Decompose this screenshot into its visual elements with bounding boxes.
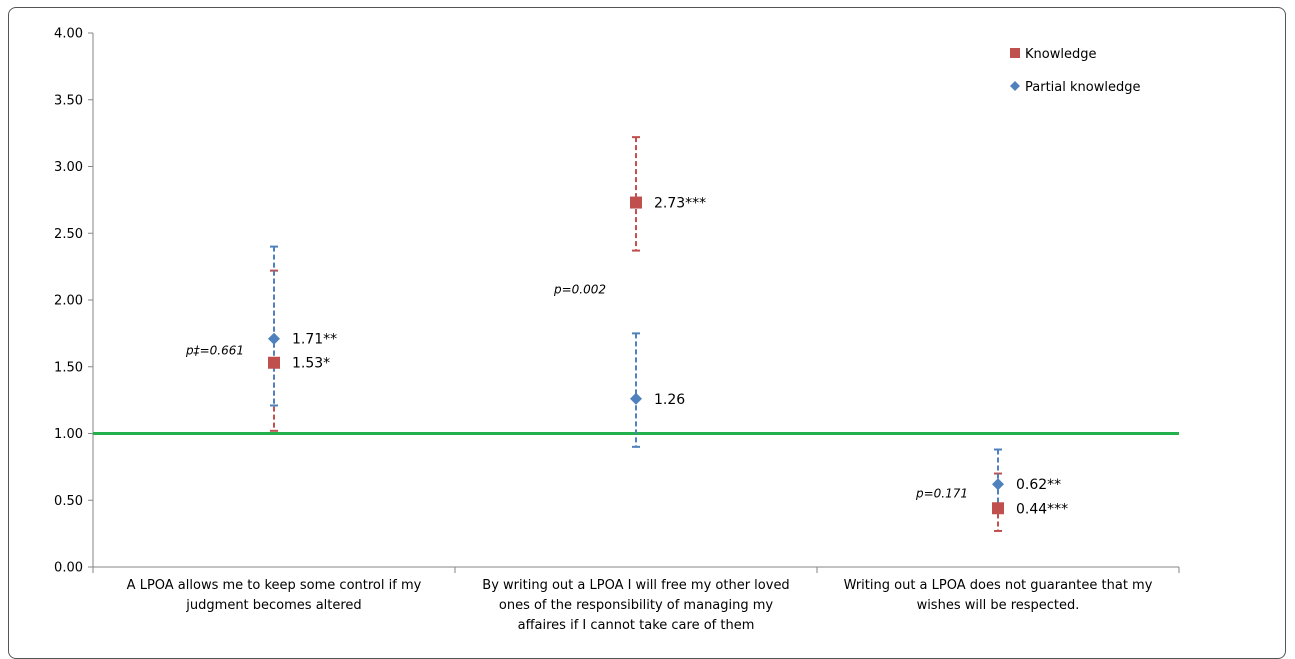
knowledge-marker xyxy=(268,356,280,369)
p-value-annotation: p=0.002 xyxy=(553,282,606,296)
x-category-label: affaires if I cannot take care of them xyxy=(518,618,755,633)
y-tick-label: 4.00 xyxy=(54,27,83,42)
y-tick-label: 2.50 xyxy=(54,227,83,242)
knowledge-marker xyxy=(630,196,642,209)
legend-partial-knowledge-marker xyxy=(1010,81,1020,91)
data-label: 1.71** xyxy=(292,332,337,348)
data-label: 0.44*** xyxy=(1016,501,1068,517)
x-category-label: wishes will be respected. xyxy=(917,598,1080,613)
y-tick-label: 2.00 xyxy=(54,294,83,309)
legend-knowledge-marker xyxy=(1010,48,1020,58)
legend-label: Partial knowledge xyxy=(1025,80,1140,95)
y-tick-label: 3.50 xyxy=(54,93,83,108)
p-value-annotation: p‡=0.661 xyxy=(185,344,244,358)
x-category-label: Writing out a LPOA does not guarantee th… xyxy=(844,578,1153,593)
y-tick-label: 0.00 xyxy=(54,561,83,576)
data-label: 2.73*** xyxy=(654,196,706,212)
data-label: 1.53* xyxy=(292,356,330,372)
partial-knowledge-marker xyxy=(992,478,1004,491)
x-category-label: By writing out a LPOA I will free my oth… xyxy=(482,578,789,593)
y-tick-label: 0.50 xyxy=(54,494,83,509)
partial-knowledge-marker xyxy=(630,392,642,405)
legend-label: Knowledge xyxy=(1025,47,1096,62)
y-tick-label: 1.00 xyxy=(54,427,83,442)
data-label: 0.62** xyxy=(1016,477,1061,493)
x-category-label: judgment becomes altered xyxy=(185,598,361,613)
chart-frame: 0.00 0.50 1.00 1.50 2.00 2.50 3.00 3.50 4.00 A LP… xyxy=(8,7,1286,659)
x-category-label: ones of the responsibility of managing m… xyxy=(499,598,774,613)
data-label: 1.26 xyxy=(654,392,685,408)
y-tick-label: 1.50 xyxy=(54,360,83,375)
partial-knowledge-marker xyxy=(268,332,280,345)
x-category-label: A LPOA allows me to keep some control if… xyxy=(127,578,422,593)
y-tick-label: 3.00 xyxy=(54,160,83,175)
knowledge-marker xyxy=(992,502,1004,515)
odds-ratio-chart: 0.00 0.50 1.00 1.50 2.00 2.50 3.00 3.50 4.00 A LP… xyxy=(54,27,1180,633)
p-value-annotation: p=0.171 xyxy=(915,487,968,501)
